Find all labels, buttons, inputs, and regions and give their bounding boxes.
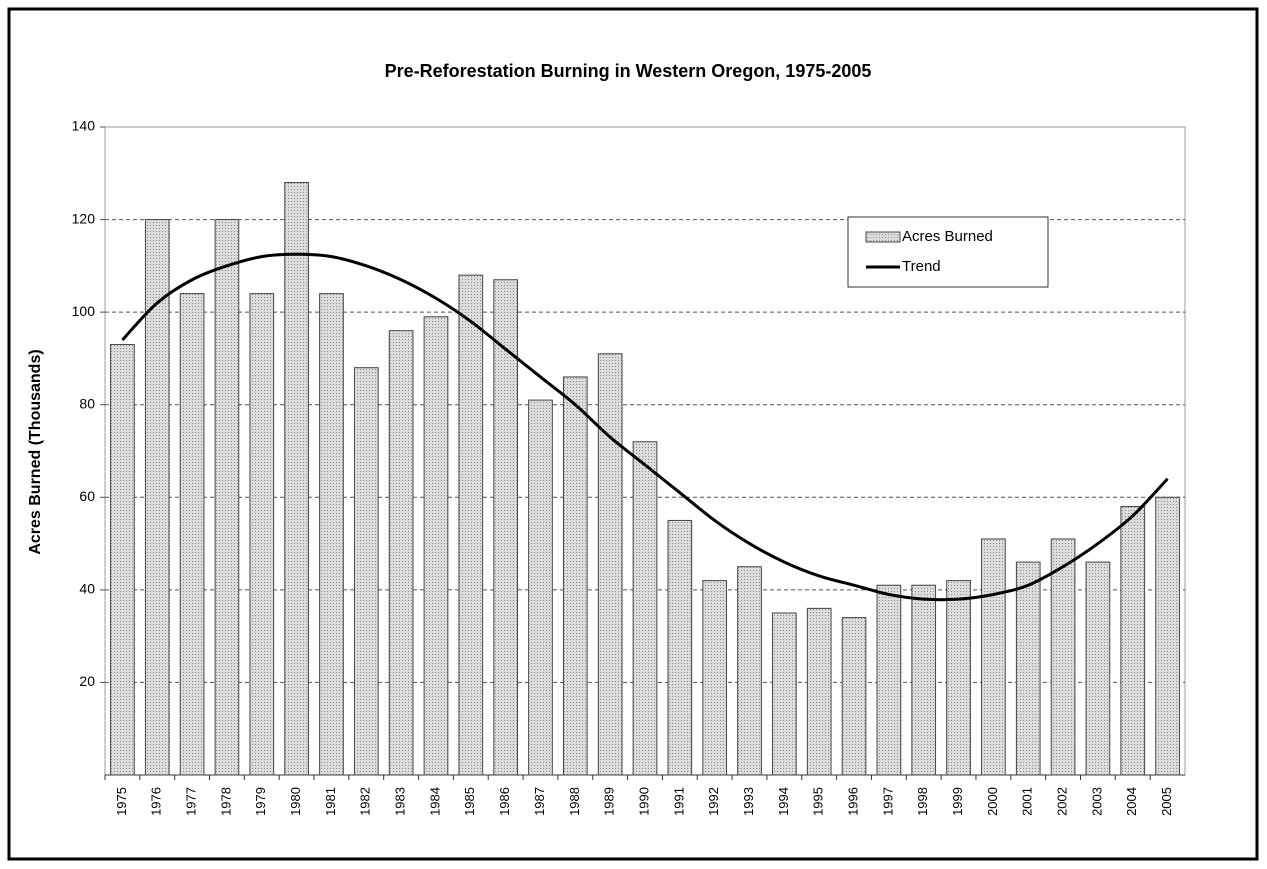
x-tick-label: 1986 bbox=[497, 787, 512, 816]
bar bbox=[667, 519, 693, 776]
bar bbox=[1085, 561, 1111, 776]
bar bbox=[772, 612, 797, 776]
bar bbox=[981, 538, 1006, 776]
x-tick-label: 1977 bbox=[184, 787, 199, 816]
x-tick-label: 2004 bbox=[1124, 787, 1139, 816]
x-tick-label: 1988 bbox=[567, 787, 582, 816]
legend-swatch bbox=[865, 231, 901, 243]
x-tick-label: 1983 bbox=[393, 787, 408, 816]
x-tick-label: 1984 bbox=[427, 787, 442, 816]
bar bbox=[911, 584, 937, 776]
bar bbox=[1050, 538, 1076, 776]
y-tick-label: 120 bbox=[72, 210, 96, 226]
y-axis-label: Acres Burned (Thousands) bbox=[27, 349, 44, 554]
bar bbox=[1155, 496, 1180, 776]
y-tick-label: 100 bbox=[72, 303, 96, 319]
x-tick-label: 1980 bbox=[288, 787, 303, 816]
x-tick-label: 1998 bbox=[915, 787, 930, 816]
bar bbox=[319, 293, 344, 776]
y-tick-label: 140 bbox=[72, 118, 96, 134]
x-tick-label: 2001 bbox=[1020, 787, 1035, 816]
x-tick-label: 1985 bbox=[462, 787, 477, 816]
bar bbox=[528, 399, 553, 776]
x-tick-label: 1992 bbox=[706, 787, 721, 816]
x-tick-label: 1993 bbox=[741, 787, 756, 816]
bar bbox=[110, 344, 135, 776]
x-tick-label: 2003 bbox=[1089, 787, 1104, 816]
bar bbox=[841, 617, 867, 776]
y-tick-label: 60 bbox=[79, 488, 95, 504]
x-tick-label: 1989 bbox=[602, 787, 617, 816]
bar bbox=[458, 274, 484, 776]
bar bbox=[214, 219, 240, 776]
x-tick-label: 1997 bbox=[880, 787, 895, 816]
y-tick-label: 80 bbox=[79, 395, 95, 411]
bar bbox=[353, 367, 379, 776]
bar bbox=[423, 316, 449, 776]
x-tick-label: 1976 bbox=[149, 787, 164, 816]
legend-label: Acres Burned bbox=[902, 228, 993, 245]
bar bbox=[388, 330, 414, 776]
legend-box bbox=[847, 216, 1049, 288]
x-tick-label: 1999 bbox=[950, 787, 965, 816]
bar bbox=[806, 607, 832, 776]
x-tick-label: 1975 bbox=[114, 787, 129, 816]
x-tick-label: 1991 bbox=[671, 787, 686, 816]
bar bbox=[737, 566, 762, 776]
x-tick-label: 2000 bbox=[985, 787, 1000, 816]
x-tick-label: 2002 bbox=[1055, 787, 1070, 816]
bar bbox=[179, 293, 205, 776]
x-tick-label: 1987 bbox=[532, 787, 547, 816]
x-tick-label: 1979 bbox=[253, 787, 268, 816]
x-tick-label: 1995 bbox=[811, 787, 826, 816]
bar bbox=[1120, 506, 1146, 776]
trend-line bbox=[121, 252, 1169, 602]
bar bbox=[284, 182, 309, 776]
x-tick-label: 1996 bbox=[845, 787, 860, 816]
bar bbox=[702, 580, 728, 776]
x-tick-label: 1990 bbox=[636, 787, 651, 816]
bar bbox=[144, 219, 170, 776]
bar bbox=[562, 376, 588, 776]
x-tick-label: 1982 bbox=[358, 787, 373, 816]
bar bbox=[1015, 561, 1041, 776]
x-tick-label: 1981 bbox=[323, 787, 338, 816]
bar bbox=[632, 441, 658, 776]
chart-title: Pre-Reforestation Burning in Western Ore… bbox=[385, 61, 872, 81]
y-tick-label: 20 bbox=[79, 673, 95, 689]
bar bbox=[946, 580, 971, 776]
bar bbox=[249, 293, 275, 776]
bar bbox=[597, 353, 623, 776]
legend-label: Trend bbox=[902, 258, 941, 275]
x-tick-label: 1978 bbox=[218, 787, 233, 816]
y-tick-label: 40 bbox=[79, 581, 95, 597]
x-tick-label: 2005 bbox=[1159, 787, 1174, 816]
x-tick-label: 1994 bbox=[776, 787, 791, 816]
bar bbox=[493, 279, 518, 776]
bar bbox=[876, 584, 902, 776]
